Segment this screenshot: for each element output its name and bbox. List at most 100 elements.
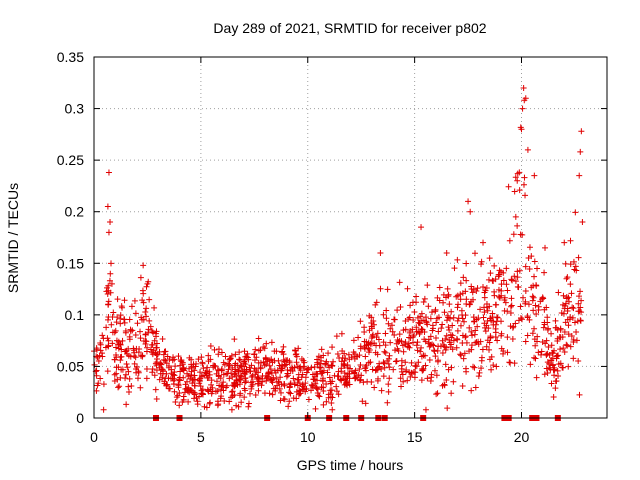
data-point (397, 303, 404, 310)
data-point (564, 342, 571, 349)
data-point (109, 314, 116, 321)
data-point (209, 384, 216, 391)
data-point (335, 391, 342, 398)
data-point (356, 377, 363, 384)
data-point (560, 292, 567, 299)
data-point (569, 314, 576, 321)
data-point (432, 308, 439, 315)
data-point (175, 382, 182, 389)
data-point (220, 359, 227, 366)
data-point (531, 354, 538, 361)
data-point (380, 339, 387, 346)
data-point (94, 382, 101, 389)
data-point (245, 403, 252, 410)
data-point (253, 354, 260, 361)
data-point (548, 380, 555, 387)
data-point (412, 362, 419, 369)
data-point (131, 360, 138, 367)
data-point (146, 317, 153, 324)
data-point (147, 346, 154, 353)
data-point (444, 285, 451, 292)
data-point (504, 287, 511, 294)
data-point (398, 383, 405, 390)
data-point (169, 357, 176, 364)
data-point (122, 375, 129, 382)
data-point (352, 367, 359, 374)
data-point (484, 307, 491, 314)
data-point (182, 381, 189, 388)
data-point (303, 369, 310, 376)
data-point (232, 360, 239, 367)
data-point (565, 322, 572, 329)
data-point (493, 301, 500, 308)
data-point (229, 373, 236, 380)
data-point (222, 384, 229, 391)
data-point (437, 343, 444, 350)
data-point (273, 375, 280, 382)
data-point (397, 375, 404, 382)
data-point (175, 353, 182, 360)
data-point (107, 219, 114, 226)
data-point (142, 313, 149, 320)
x-tick-label: 15 (407, 429, 423, 445)
data-point (553, 324, 560, 331)
data-point (368, 340, 375, 347)
data-point (391, 347, 398, 354)
data-point (113, 370, 120, 377)
data-point (231, 380, 238, 387)
data-point (455, 301, 462, 308)
data-point (394, 307, 401, 314)
data-point (201, 403, 208, 410)
data-point (180, 396, 187, 403)
data-point (541, 371, 548, 378)
data-point (498, 332, 505, 339)
data-point (143, 375, 150, 382)
data-point (320, 401, 327, 408)
data-point (231, 336, 238, 343)
data-point (526, 316, 533, 323)
data-point (261, 362, 268, 369)
data-point (214, 398, 221, 405)
data-point (473, 339, 480, 346)
data-point (118, 353, 125, 360)
data-point (193, 394, 200, 401)
data-point (207, 343, 214, 350)
data-point (543, 351, 550, 358)
data-point (494, 314, 501, 321)
data-point (412, 369, 419, 376)
data-point (297, 390, 304, 397)
data-point (420, 299, 427, 306)
data-point (463, 277, 470, 284)
data-point (440, 299, 447, 306)
data-point (522, 263, 529, 270)
data-point (216, 382, 223, 389)
y-tick-label: 0.25 (57, 152, 84, 168)
data-point (103, 324, 110, 331)
data-point (130, 345, 137, 352)
data-point (371, 384, 378, 391)
data-point (477, 338, 484, 345)
data-point (441, 309, 448, 316)
data-point (387, 339, 394, 346)
data-point (214, 387, 221, 394)
data-point (575, 357, 582, 364)
data-point (431, 367, 438, 374)
data-point (178, 357, 185, 364)
data-point (522, 338, 529, 345)
data-point (108, 280, 115, 287)
data-point (100, 406, 107, 413)
data-point (402, 359, 409, 366)
data-point (277, 389, 284, 396)
data-point (132, 332, 139, 339)
data-point (121, 316, 128, 323)
data-point (224, 370, 231, 377)
data-point (565, 363, 572, 370)
data-point (463, 300, 470, 307)
data-point (126, 336, 133, 343)
data-point (217, 386, 224, 393)
data-point (405, 340, 412, 347)
data-point (222, 353, 229, 360)
x-tick-label: 0 (90, 429, 98, 445)
data-point (457, 280, 464, 287)
data-point (215, 351, 222, 358)
